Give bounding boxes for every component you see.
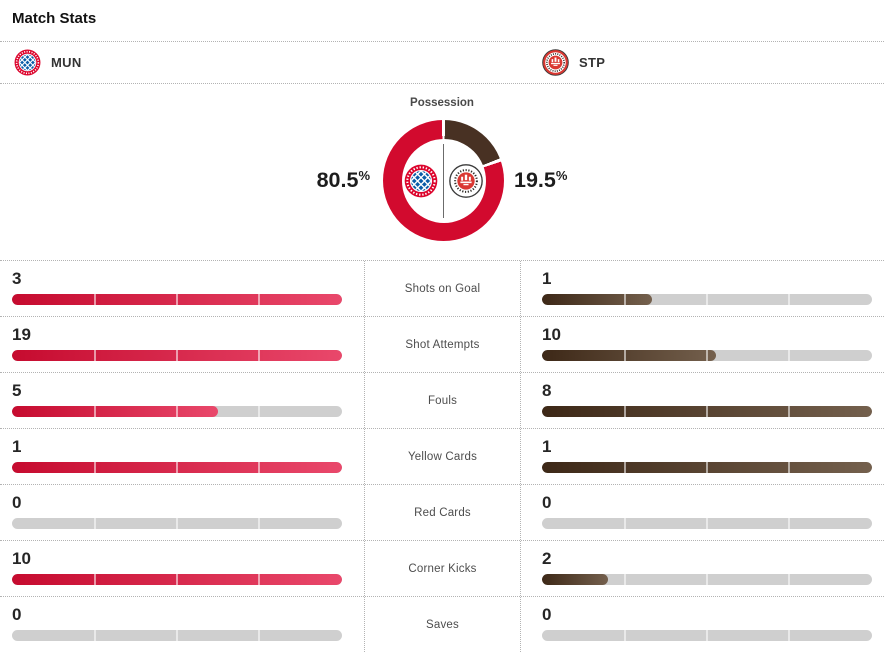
home-stat-bar <box>12 518 342 529</box>
home-possession-pct: 80.5% <box>230 168 370 193</box>
home-team-row: MUN <box>0 42 442 83</box>
home-stat-cell: 19 <box>0 317 364 372</box>
away-stat-value: 0 <box>542 493 552 512</box>
stat-row: 19 Shot Attempts 10 <box>0 316 884 372</box>
home-stat-bar-fill <box>12 350 342 361</box>
home-possession-percent-sign: % <box>358 168 370 183</box>
donut-divider-line <box>443 143 444 218</box>
home-stat-bar <box>12 406 342 417</box>
away-stat-value: 1 <box>542 437 552 456</box>
stat-label-cell: Shot Attempts <box>364 317 521 372</box>
away-stat-value: 10 <box>542 325 561 344</box>
away-team-row: STP <box>442 42 884 83</box>
home-stat-bar <box>12 630 342 641</box>
away-stat-bar-fill <box>542 462 872 473</box>
bayern-munich-crest-icon <box>404 164 438 197</box>
away-stat-bar <box>542 630 872 641</box>
away-stat-bar <box>542 406 872 417</box>
away-stat-bar <box>542 350 872 361</box>
home-stat-value: 19 <box>12 325 31 344</box>
away-stat-cell: 2 <box>521 541 884 596</box>
away-stat-value: 2 <box>542 549 552 568</box>
home-stat-cell: 1 <box>0 429 364 484</box>
away-stat-bar-fill <box>542 574 608 585</box>
home-stat-bar <box>12 350 342 361</box>
away-stat-bar-fill <box>542 294 652 305</box>
stat-label: Shot Attempts <box>405 338 480 351</box>
stat-row: 0 Red Cards 0 <box>0 484 884 540</box>
stat-label-cell: Saves <box>364 597 521 652</box>
page-title: Match Stats <box>12 10 97 27</box>
away-stat-cell: 8 <box>521 373 884 428</box>
home-stat-value: 0 <box>12 605 22 624</box>
st-pauli-crest-icon <box>449 163 483 198</box>
home-stat-cell: 3 <box>0 261 364 316</box>
away-stat-bar <box>542 294 872 305</box>
home-stat-cell: 0 <box>0 597 364 652</box>
stat-label: Saves <box>426 618 459 631</box>
away-possession-pct: 19.5% <box>514 168 654 193</box>
stat-label: Fouls <box>427 394 458 407</box>
teams-row: MUN STP <box>0 41 884 84</box>
away-stat-bar-fill <box>542 406 872 417</box>
stat-label-cell: Fouls <box>364 373 521 428</box>
away-stat-bar <box>542 574 872 585</box>
home-stat-cell: 10 <box>0 541 364 596</box>
home-possession-number: 80.5 <box>316 168 359 192</box>
home-stat-bar-fill <box>12 574 342 585</box>
possession-title: Possession <box>410 97 474 109</box>
away-stat-value: 8 <box>542 381 552 400</box>
stat-label: Yellow Cards <box>407 450 478 463</box>
home-stat-bar-fill <box>12 462 342 473</box>
possession-chart: 80.5% <box>0 120 884 241</box>
stat-label: Corner Kicks <box>408 562 477 575</box>
home-stat-cell: 5 <box>0 373 364 428</box>
donut-hole <box>401 138 486 223</box>
possession-donut <box>383 120 504 241</box>
away-stat-value: 1 <box>542 269 552 288</box>
home-stat-value: 1 <box>12 437 22 456</box>
home-stat-bar-fill <box>12 294 342 305</box>
away-stat-bar-fill <box>542 350 716 361</box>
away-stat-value: 0 <box>542 605 552 624</box>
away-stat-cell: 1 <box>521 429 884 484</box>
st-pauli-crest-icon <box>542 49 569 76</box>
away-stat-cell: 1 <box>521 261 884 316</box>
away-stat-cell: 0 <box>521 597 884 652</box>
stat-label-cell: Yellow Cards <box>364 429 521 484</box>
stat-row: 5 Fouls 8 <box>0 372 884 428</box>
home-stat-value: 5 <box>12 381 22 400</box>
away-possession-percent-sign: % <box>555 168 568 183</box>
home-stat-bar-fill <box>12 406 219 417</box>
stat-row: 0 Saves 0 <box>0 596 884 652</box>
stat-row: 1 Yellow Cards 1 <box>0 428 884 484</box>
stat-row: 3 Shots on Goal 1 <box>0 260 884 316</box>
stat-label: Shots on Goal <box>404 282 481 295</box>
stat-label-cell: Shots on Goal <box>364 261 521 316</box>
home-team-abbr: MUN <box>51 55 82 70</box>
away-stat-cell: 0 <box>521 485 884 540</box>
away-possession-number: 19.5 <box>514 168 556 192</box>
stat-label-cell: Corner Kicks <box>364 541 521 596</box>
home-stat-value: 0 <box>12 493 22 512</box>
home-stat-bar <box>12 462 342 473</box>
away-stat-bar <box>542 518 872 529</box>
panel-header: Match Stats <box>0 0 884 41</box>
home-stat-bar <box>12 574 342 585</box>
possession-section: Possession 80.5% <box>0 84 884 241</box>
home-stat-bar <box>12 294 342 305</box>
stats-table: 3 Shots on Goal 1 19 <box>0 260 884 652</box>
bayern-munich-crest-icon <box>14 49 41 76</box>
home-stat-cell: 0 <box>0 485 364 540</box>
home-stat-value: 10 <box>12 549 31 568</box>
away-stat-cell: 10 <box>521 317 884 372</box>
home-stat-value: 3 <box>12 269 22 288</box>
stat-label-cell: Red Cards <box>364 485 521 540</box>
away-stat-bar <box>542 462 872 473</box>
away-team-abbr: STP <box>579 55 606 70</box>
stat-row: 10 Corner Kicks 2 <box>0 540 884 596</box>
stat-label: Red Cards <box>414 506 471 519</box>
